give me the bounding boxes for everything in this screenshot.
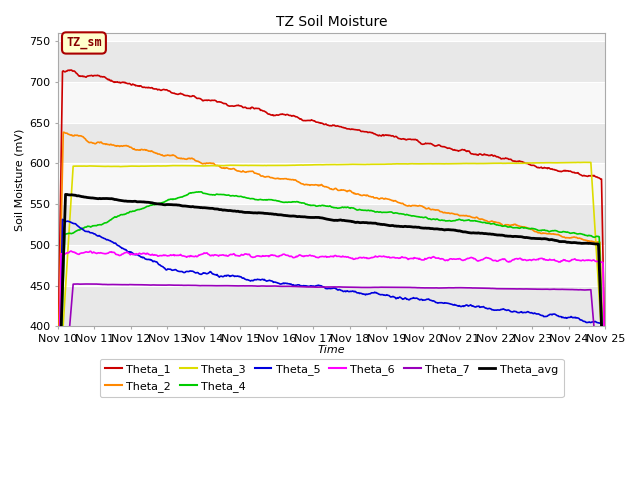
Bar [58, 286, 605, 326]
Text: TZ_sm: TZ_sm [66, 36, 102, 49]
X-axis label: Time: Time [318, 346, 346, 356]
Bar [58, 82, 605, 122]
Y-axis label: Soil Moisture (mV): Soil Moisture (mV) [15, 129, 25, 231]
Legend: Theta_1, Theta_2, Theta_3, Theta_4, Theta_5, Theta_6, Theta_7, Theta_avg: Theta_1, Theta_2, Theta_3, Theta_4, Thet… [100, 359, 564, 397]
Title: TZ Soil Moisture: TZ Soil Moisture [276, 15, 387, 29]
Bar [58, 41, 605, 82]
Bar [58, 245, 605, 286]
Bar [58, 122, 605, 163]
Bar [58, 163, 605, 204]
Bar [58, 204, 605, 245]
